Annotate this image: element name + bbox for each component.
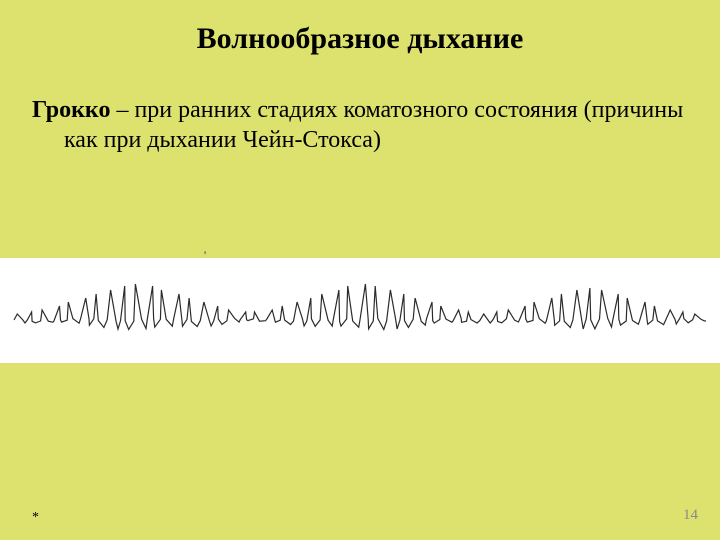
body-term: Грокко: [32, 97, 110, 123]
respiration-waveform: [0, 258, 720, 363]
body-paragraph: Грокко – при ранних стадиях коматозного …: [32, 95, 704, 155]
footer-asterisk: *: [32, 510, 39, 526]
slide-title: Волнообразное дыхание: [0, 22, 720, 56]
slide-number: 14: [683, 507, 698, 524]
background-bottom: [0, 363, 720, 540]
slide: Волнообразное дыхание Грокко – при ранни…: [0, 0, 720, 540]
body-rest: – при ранних стадиях коматозного состоян…: [64, 97, 683, 153]
